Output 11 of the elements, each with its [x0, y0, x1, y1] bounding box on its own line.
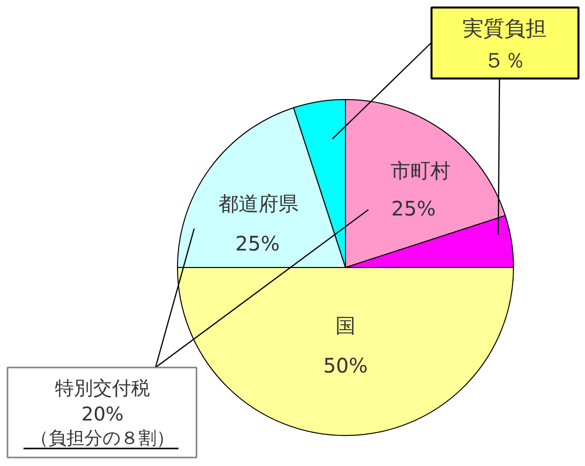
data-label: 50% [323, 354, 368, 378]
text: ５％ [484, 48, 526, 72]
text: 25% [235, 232, 280, 256]
text: （負担分の８割） [30, 428, 174, 449]
text: 実質負担 [462, 16, 546, 40]
text: 25% [391, 196, 436, 220]
text: 20% [81, 404, 124, 426]
slice-label: 国 [336, 314, 356, 338]
slice-label: 市町村 [390, 158, 450, 182]
text: 特別交付税 [55, 378, 150, 400]
slice-label: 都道府県 [218, 192, 298, 216]
